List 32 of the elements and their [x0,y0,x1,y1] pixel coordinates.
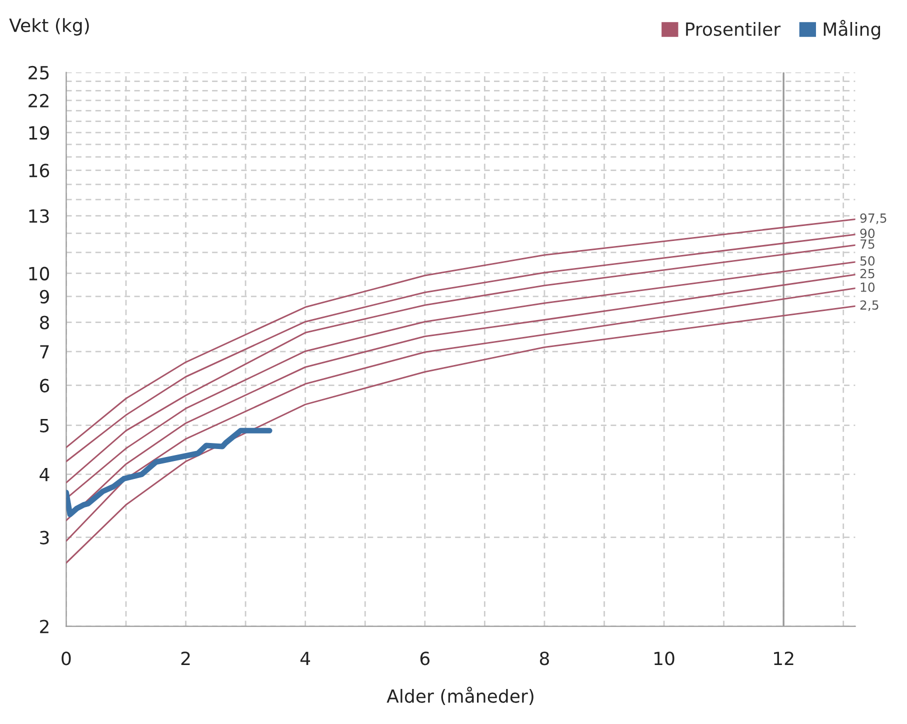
x-tick-label: 0 [62,652,71,666]
y-tick-label: 6 [40,378,50,392]
y-tick-label: 16 [29,164,50,178]
y-tick-label: 3 [40,530,49,544]
x-tick-label: 2 [181,652,190,665]
y-tick-label: 19 [29,126,49,140]
series-label: 2,5 [860,300,878,312]
legend-label: Måling [824,20,880,40]
series-label: 50 [860,256,875,266]
y-tick-label: 7 [40,345,49,358]
y-tick-label: 8 [40,316,50,330]
legend-title: Prosentiler [686,22,781,36]
series-label: 10 [860,282,875,292]
y-tick-label: 13 [29,209,49,223]
y-tick-label: 5 [40,419,49,432]
x-tick-label: 6 [420,652,430,666]
y-tick-label: 9 [40,290,49,304]
x-tick-label: 8 [540,652,549,666]
series-label: 90 [860,228,875,238]
x-axis-title: Alder (måneder) [386,686,534,706]
series-label: 97,5 [860,213,886,224]
y-tick-label: 25 [28,66,49,80]
x-tick-label: 10 [654,652,674,666]
x-tick-label: 4 [300,652,310,665]
series-label: 25 [860,268,874,278]
x-tick-label: 12 [774,652,794,665]
y-tick-label: 10 [29,266,50,280]
y-tick-label: 22 [28,94,48,108]
y-tick-label: 2 [40,620,48,634]
series-label: 75 [860,240,874,249]
y-tick-label: 4 [40,468,50,482]
y-axis-title: Vekt (kg) [9,18,89,36]
